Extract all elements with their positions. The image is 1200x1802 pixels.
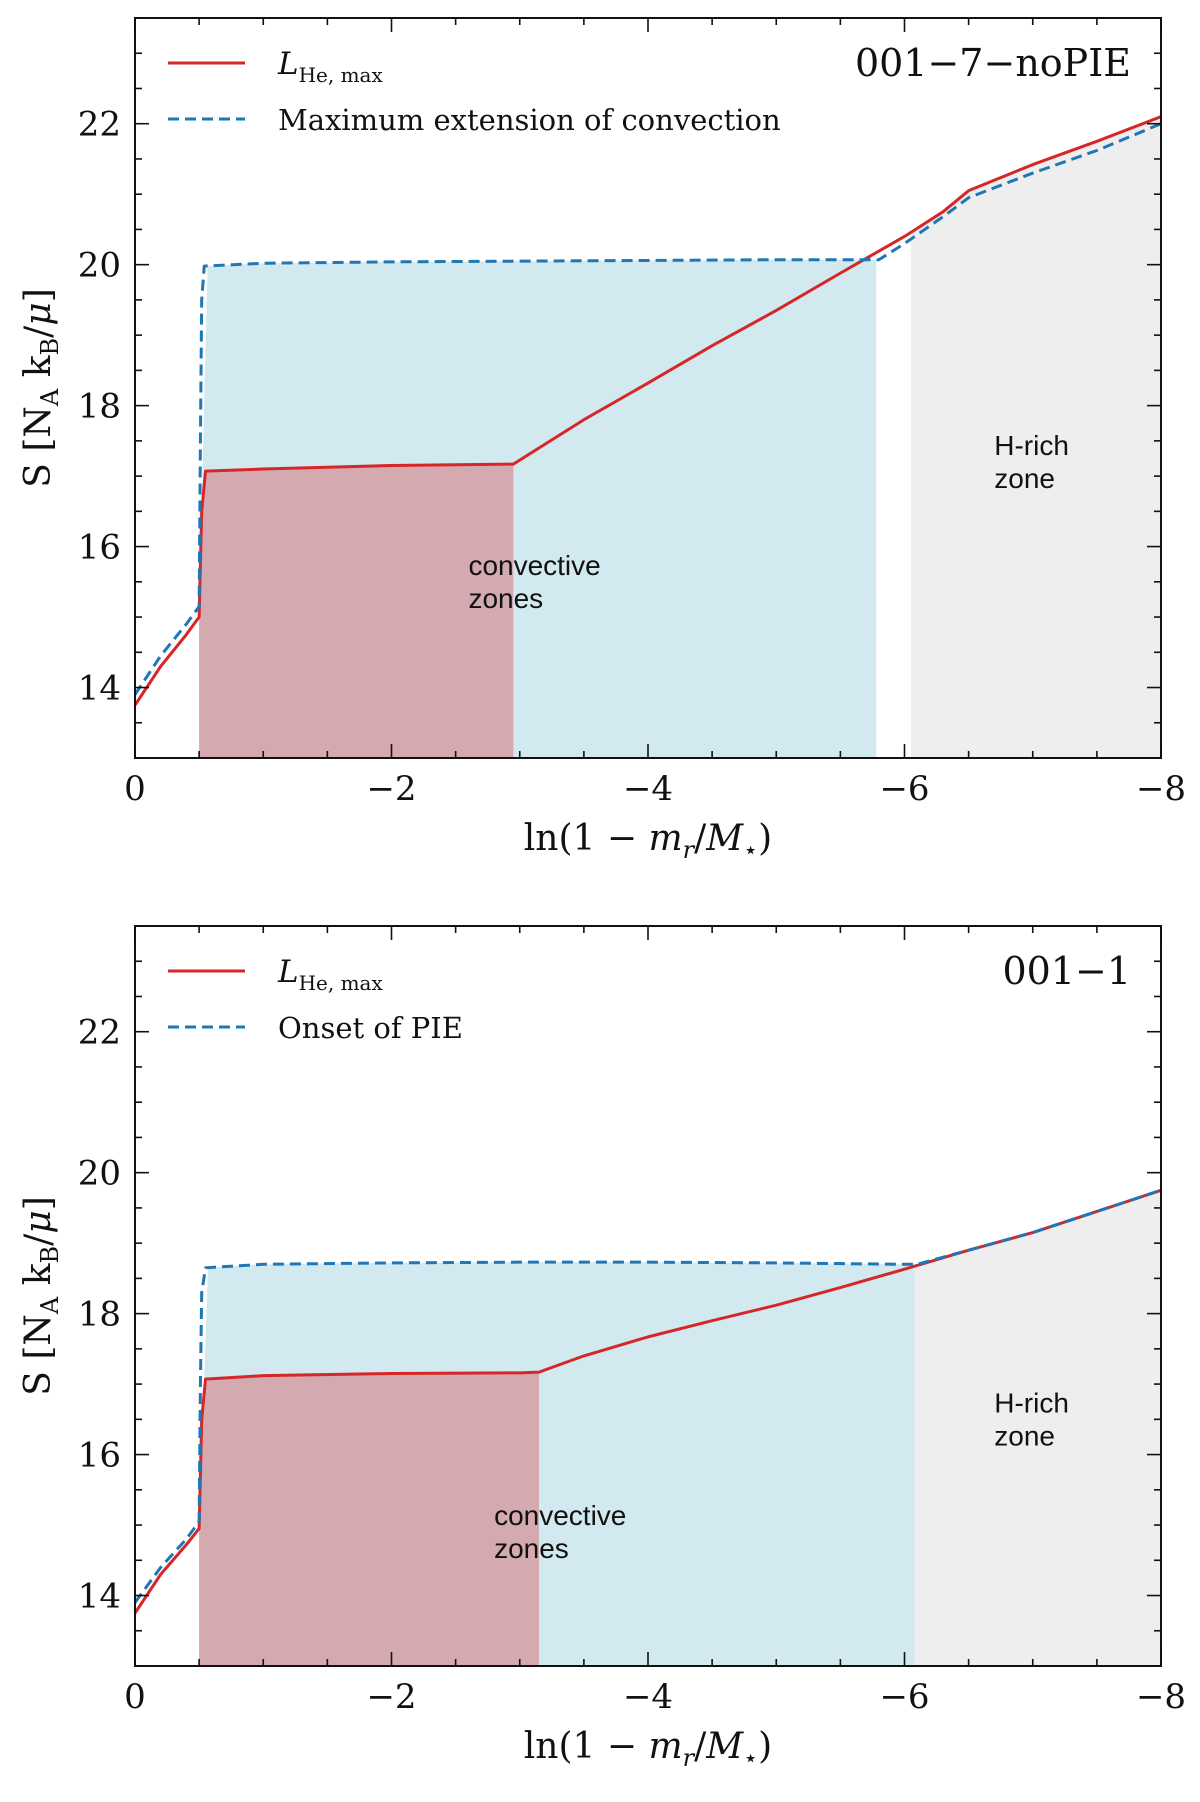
y-tick-label: 16 <box>78 528 121 568</box>
y-tick-label: 16 <box>78 1436 121 1476</box>
x-tick-label: 0 <box>124 1677 146 1717</box>
plot-area <box>135 115 1161 758</box>
x-tick-label: 0 <box>124 769 146 809</box>
x-tick-label: −6 <box>879 769 929 809</box>
chart-panel-1: 0 −2 −4 −6 −8 14 16 18 20 22 ln(1 − mr/M⋆) S [NA kB… <box>18 17 1186 864</box>
legend: LHe, max Onset of PIE <box>168 954 463 1045</box>
legend-label: LHe, max <box>277 46 383 87</box>
shaded-region-convective-core <box>199 464 514 758</box>
shaded-region-h-rich-zone <box>910 116 1161 758</box>
y-tick-label: 14 <box>78 669 121 709</box>
legend: LHe, max Maximum extension of convection <box>168 46 781 137</box>
shaded-region-h-rich-zone <box>914 1190 1161 1666</box>
x-axis-label: ln(1 − mr/M⋆) <box>524 818 772 864</box>
legend-label: Onset of PIE <box>278 1011 463 1045</box>
tick-marks <box>134 17 1162 759</box>
y-tick-label: 22 <box>78 105 121 145</box>
y-tick-label: 22 <box>78 1013 121 1053</box>
panel-title: 001−1 <box>1002 949 1131 993</box>
series-line-l-he-max <box>135 115 1161 706</box>
annotation-convective-zones: convective zones <box>494 1500 626 1564</box>
x-tick-label: −4 <box>623 1677 673 1717</box>
y-tick-label: 14 <box>78 1577 121 1617</box>
x-tick-label: −8 <box>1136 1677 1186 1717</box>
x-tick-label: −2 <box>366 1677 416 1717</box>
y-tick-label: 18 <box>78 1295 121 1335</box>
x-axis-label: ln(1 − mr/M⋆) <box>524 1726 772 1772</box>
legend-label: LHe, max <box>277 954 383 995</box>
x-tick-label: −6 <box>879 1677 929 1717</box>
x-tick-label: −4 <box>623 769 673 809</box>
y-axis-label: S [NA kB/μ] <box>18 288 64 488</box>
annotation-convective-zones: convective zones <box>468 550 600 614</box>
annotation-h-rich-zone: H-rich zone <box>994 1387 1069 1451</box>
y-axis-label: S [NA kB/μ] <box>18 1196 64 1396</box>
x-tick-label: −2 <box>366 769 416 809</box>
legend-label: Maximum extension of convection <box>278 103 781 137</box>
annotation-h-rich-zone: H-rich zone <box>994 430 1069 494</box>
panel-title: 001−7−noPIE <box>855 41 1131 85</box>
chart-panel-2: 0 −2 −4 −6 −8 14 16 18 20 22 ln(1 − mr/M⋆) S [NA kB… <box>18 925 1186 1772</box>
plot-area <box>135 1188 1161 1666</box>
x-tick-label: −8 <box>1136 769 1186 809</box>
series-line-dashed <box>135 122 1161 696</box>
tick-marks <box>134 925 1162 1667</box>
y-tick-label: 20 <box>78 246 121 286</box>
y-tick-label: 18 <box>78 387 121 427</box>
shaded-region-convective-core <box>199 1372 539 1666</box>
y-tick-label: 20 <box>78 1154 121 1194</box>
